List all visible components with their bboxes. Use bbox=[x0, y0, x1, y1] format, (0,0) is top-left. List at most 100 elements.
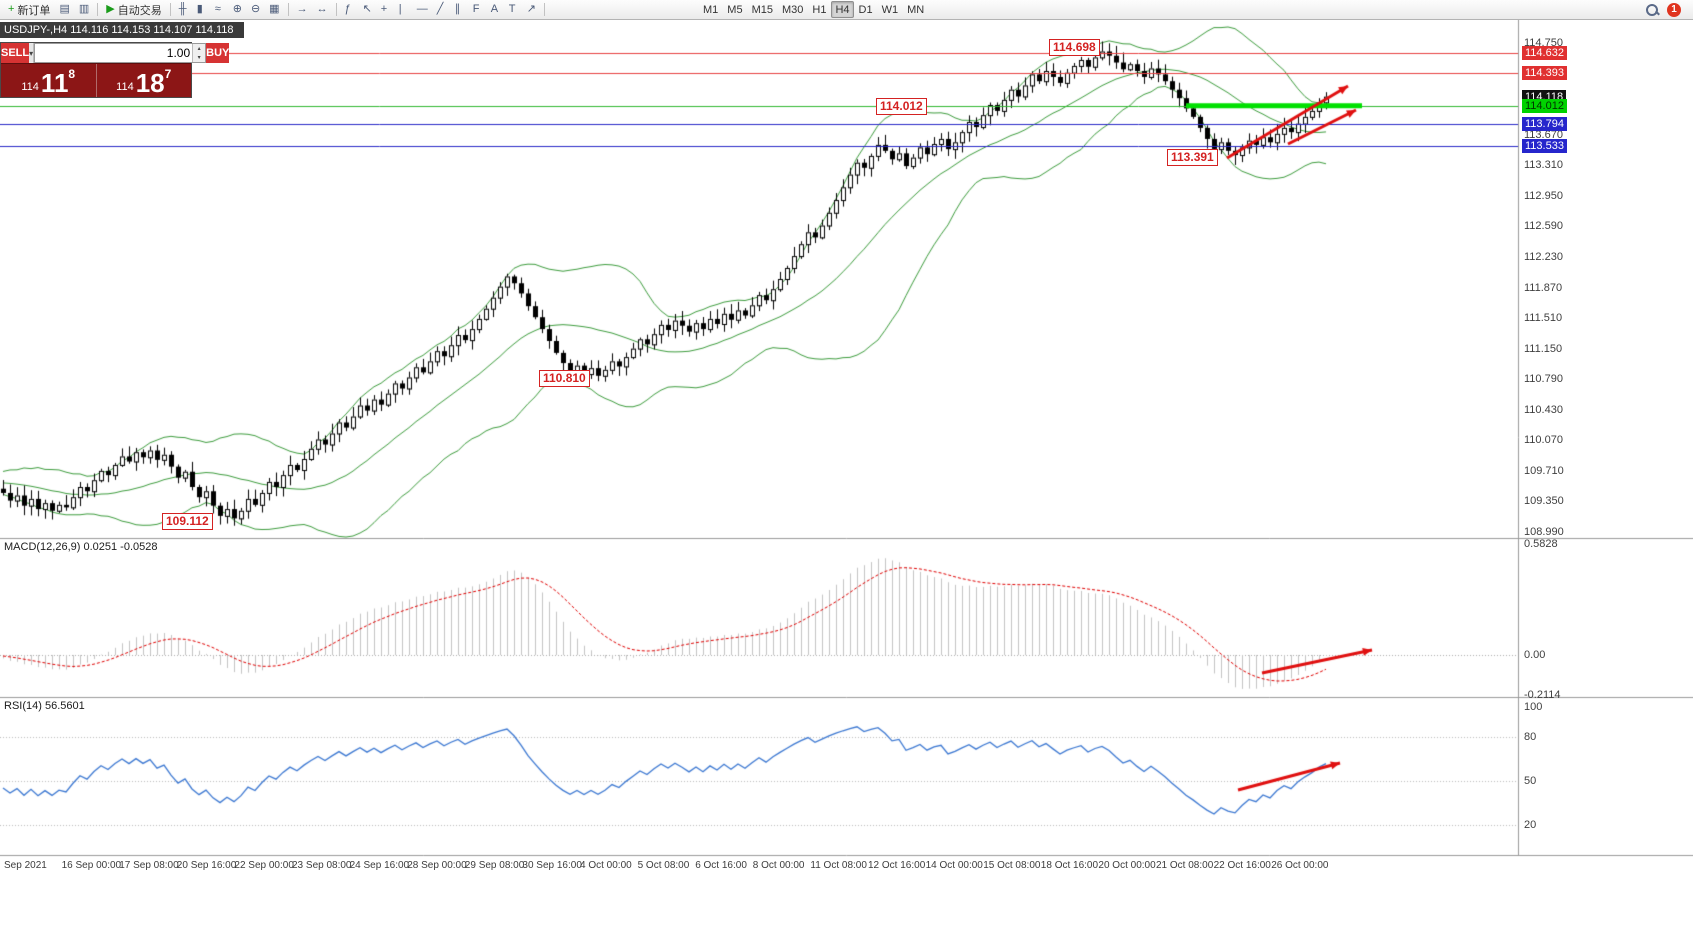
zoom-in-button[interactable]: ⊕ bbox=[229, 1, 246, 18]
new-order-button-label: 新订单 bbox=[17, 4, 51, 17]
tile-windows-button[interactable]: ▦ bbox=[265, 1, 283, 18]
indicators-icon: ƒ bbox=[344, 3, 351, 15]
cursor-icon: ↖ bbox=[362, 3, 372, 15]
timeframe-d1-button[interactable]: D1 bbox=[855, 1, 877, 18]
price-tick: 111.150 bbox=[1524, 342, 1563, 355]
price-tick: 109.710 bbox=[1524, 464, 1564, 477]
toolbar-group-auto-trading: ▶ 自动交易 bbox=[102, 1, 165, 18]
trade-panel-controls: SELL BUY bbox=[1, 43, 230, 63]
new-chart-button[interactable]: ▤ bbox=[55, 1, 73, 18]
new-order-button[interactable]: + 新订单 bbox=[4, 1, 54, 18]
timeframe-m1-button-label: M1 bbox=[703, 3, 719, 16]
indicators-button[interactable]: ƒ bbox=[341, 1, 358, 18]
auto-scroll-button[interactable]: → bbox=[293, 1, 312, 18]
price-tag-114.632: 114.632 bbox=[1522, 46, 1567, 61]
auto-scroll-icon: → bbox=[296, 3, 308, 15]
volume-down-icon[interactable] bbox=[193, 53, 206, 62]
channel-icon: ∥ bbox=[454, 3, 461, 15]
price-tick: 112.590 bbox=[1524, 220, 1563, 233]
price-tick: 112.950 bbox=[1524, 189, 1563, 202]
tile-windows-icon: ▦ bbox=[269, 3, 280, 15]
notification-badge[interactable]: 1 bbox=[1667, 2, 1681, 17]
price-tick: 111.510 bbox=[1524, 312, 1563, 325]
cursor-button[interactable]: ↖ bbox=[359, 1, 376, 18]
line-chart-button[interactable]: ≈ bbox=[211, 1, 228, 18]
price-callout[interactable]: 113.391 bbox=[1167, 149, 1218, 166]
volume-spinner[interactable] bbox=[192, 44, 206, 62]
toolbar-group-timeframes: M1 M5 M15 M30 H1 H4 D1 W1 MN bbox=[699, 1, 928, 18]
price-chart-canvas[interactable] bbox=[0, 20, 1693, 940]
chart-shift-button[interactable]: ↔ bbox=[313, 1, 332, 18]
rsi-axis-tick: 50 bbox=[1524, 775, 1537, 787]
volume-input[interactable] bbox=[35, 44, 193, 62]
macd-indicator-label: MACD(12,26,9) 0.0251 -0.0528 bbox=[4, 541, 158, 553]
ask-pips: 18 bbox=[135, 68, 165, 98]
timeframe-m1-button[interactable]: M1 bbox=[699, 1, 722, 18]
toolbar: + 新订单 ▤ ▥ ▶ 自动交易 ╫ ▮ ≈ ⊕ ⊖ ▦ → ↔ ƒ ↖ + | — ╱ ∥ F A T ↗ M1 M5 M15 M30… bbox=[0, 0, 1693, 20]
price-tick: 112.230 bbox=[1524, 250, 1563, 263]
timeframe-mn-button[interactable]: MN bbox=[903, 1, 928, 18]
toolbar-group-file: + 新订单 ▤ ▥ bbox=[4, 1, 93, 18]
chart-shift-icon: ↔ bbox=[316, 3, 328, 15]
price-tick: 108.990 bbox=[1524, 526, 1564, 538]
price-divider bbox=[95, 64, 97, 97]
chart-window: USDJPY-,H4 114.116 114.153 114.107 114.1… bbox=[0, 20, 1693, 940]
fibonacci-button[interactable]: F bbox=[469, 1, 486, 18]
trendline-button[interactable]: ╱ bbox=[433, 1, 450, 18]
profiles-icon: ▥ bbox=[78, 3, 90, 15]
price-tick: 113.310 bbox=[1524, 159, 1563, 172]
price-callout[interactable]: 110.810 bbox=[539, 370, 590, 387]
toolbar-buttons: + 新订单 ▤ ▥ ▶ 自动交易 ╫ ▮ ≈ ⊕ ⊖ ▦ → ↔ ƒ ↖ + | — ╱ ∥ F A T ↗ M1 M5 M15 M30… bbox=[4, 1, 928, 18]
new-chart-icon: ▤ bbox=[59, 3, 70, 15]
search-icon[interactable] bbox=[1645, 3, 1659, 17]
price-callout[interactable]: 114.012 bbox=[876, 98, 927, 115]
buy-button[interactable]: BUY bbox=[206, 43, 230, 63]
toolbar-separator bbox=[544, 3, 545, 16]
timeframe-m30-button[interactable]: M30 bbox=[778, 1, 807, 18]
bid-pipette: 8 bbox=[68, 67, 76, 81]
rsi-axis-tick: 20 bbox=[1524, 819, 1537, 832]
auto-trading-button[interactable]: ▶ 自动交易 bbox=[102, 1, 165, 18]
crosshair-button[interactable]: + bbox=[377, 1, 394, 18]
timeframe-w1-button[interactable]: W1 bbox=[878, 1, 903, 18]
chart-symbol-info: USDJPY-,H4 114.116 114.153 114.107 114.1… bbox=[0, 22, 244, 38]
arrows-icon: ↗ bbox=[526, 3, 536, 15]
vertical-line-icon: | bbox=[398, 3, 402, 15]
order-type-dropdown[interactable] bbox=[29, 43, 35, 63]
bid-pips: 11 bbox=[40, 68, 69, 98]
toolbar-separator bbox=[287, 3, 289, 16]
timeframe-m5-button[interactable]: M5 bbox=[723, 1, 746, 18]
timeframe-m15-button-label: M15 bbox=[751, 3, 773, 16]
auto-trading-button-label: 自动交易 bbox=[117, 4, 162, 17]
volume-field bbox=[34, 43, 207, 63]
vertical-line-button[interactable]: | bbox=[395, 1, 412, 18]
price-callout[interactable]: 114.698 bbox=[1049, 39, 1100, 56]
arrows-button[interactable]: ↗ bbox=[523, 1, 540, 18]
timeframe-h1-button[interactable]: H1 bbox=[808, 1, 830, 18]
text-button[interactable]: A bbox=[487, 1, 504, 18]
channel-button[interactable]: ∥ bbox=[451, 1, 468, 18]
profiles-button[interactable]: ▥ bbox=[75, 1, 93, 18]
bid-price[interactable]: 114 11 8 bbox=[1, 64, 96, 97]
ask-price[interactable]: 114 18 7 bbox=[97, 64, 192, 97]
timeframe-m15-button[interactable]: M15 bbox=[748, 1, 777, 18]
zoom-out-button[interactable]: ⊖ bbox=[247, 1, 264, 18]
timeframe-h4-button[interactable]: H4 bbox=[831, 1, 854, 18]
text-icon: A bbox=[490, 3, 499, 15]
ask-big-figure: 114 bbox=[116, 81, 134, 93]
candlestick-chart-button[interactable]: ▮ bbox=[193, 1, 210, 18]
macd-axis-tick: -0.2114 bbox=[1524, 689, 1561, 702]
price-tick: 114.750 bbox=[1524, 37, 1563, 49]
candlestick-chart-icon: ▮ bbox=[196, 3, 203, 15]
label-button[interactable]: T bbox=[505, 1, 522, 18]
price-tag-113.533: 113.533 bbox=[1522, 139, 1567, 154]
ask-pipette: 7 bbox=[164, 67, 172, 81]
horizontal-line-button[interactable]: — bbox=[413, 1, 432, 18]
bar-chart-button[interactable]: ╫ bbox=[175, 1, 192, 18]
sell-button[interactable]: SELL bbox=[1, 43, 30, 63]
price-tag-113.794: 113.794 bbox=[1522, 117, 1567, 132]
price-callout[interactable]: 109.112 bbox=[162, 513, 213, 530]
price-axis: 114.750 113.670 113.310 112.950 112.590 112.2… bbox=[1520, 20, 1600, 880]
volume-up-icon[interactable] bbox=[193, 44, 206, 53]
price-tick: 109.350 bbox=[1524, 495, 1564, 508]
